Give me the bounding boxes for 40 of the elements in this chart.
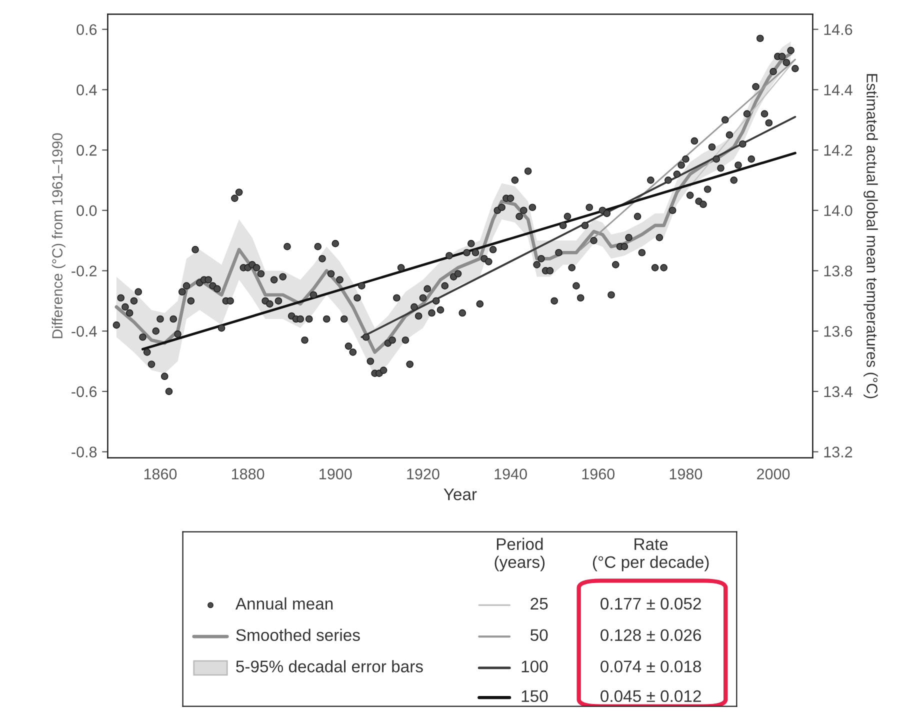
x-tick-label: 1880 [232,468,264,480]
y-tick-label: 0.6 [76,24,97,36]
y-tick-label: -0.4 [72,326,97,337]
x-tick-label: 1980 [670,468,702,480]
x-tick-label: 1920 [407,468,440,480]
x-tick-label: 1900 [320,468,352,480]
x-tick-label: 1860 [144,468,177,480]
y2-tick-label: 13.8 [824,266,852,276]
y-tick-label: 0.0 [76,205,97,216]
y-tick-label: 0.4 [76,84,97,96]
y2-tick-label: 13.2 [824,446,852,458]
text: 0.128 ± 0.026 [600,629,702,641]
y-tick-label: -0.8 [72,446,97,458]
y-tick-label: 0.2 [76,144,97,156]
legend-label: 25 [530,598,548,610]
legend-title: Period (years) [494,538,545,572]
y2-tick-label: 14.0 [824,205,852,216]
y2-axis-title: Estimated actual global mean temperatures (°C) [864,74,878,398]
y-tick-label: -0.2 [72,266,97,276]
legend-label: 100 [522,660,548,672]
text: 5-95% decadal error bars [236,660,423,672]
legend-label: Smoothed series [236,628,360,641]
legend-label: 50 [530,629,548,641]
text: Rate (°C per decade) [592,538,709,572]
y-tick-label: -0.6 [72,386,97,398]
y2-tick-label: 13.4 [824,386,852,398]
text: 0.177 ± 0.052 [600,598,701,610]
y2-tick-label: 14.4 [824,84,852,96]
text: 0.074 ± 0.018 [600,660,702,672]
y2-tick-label: 13.6 [824,326,852,337]
x-tick-label: 1960 [582,468,615,480]
legend-label: Annual mean [235,597,333,610]
y2-tick-label: 14.2 [824,144,852,156]
y-axis-title: Difference (°C) from 1961–1990 [52,133,66,338]
x-tick-label: 1940 [494,468,527,480]
x-axis-title: Year [444,488,477,500]
text: 0.045 ± 0.012 [600,690,701,702]
legend-label: 150 [522,690,548,702]
x-tick-label: 2000 [757,468,790,480]
y2-tick-label: 14.6 [824,24,852,36]
